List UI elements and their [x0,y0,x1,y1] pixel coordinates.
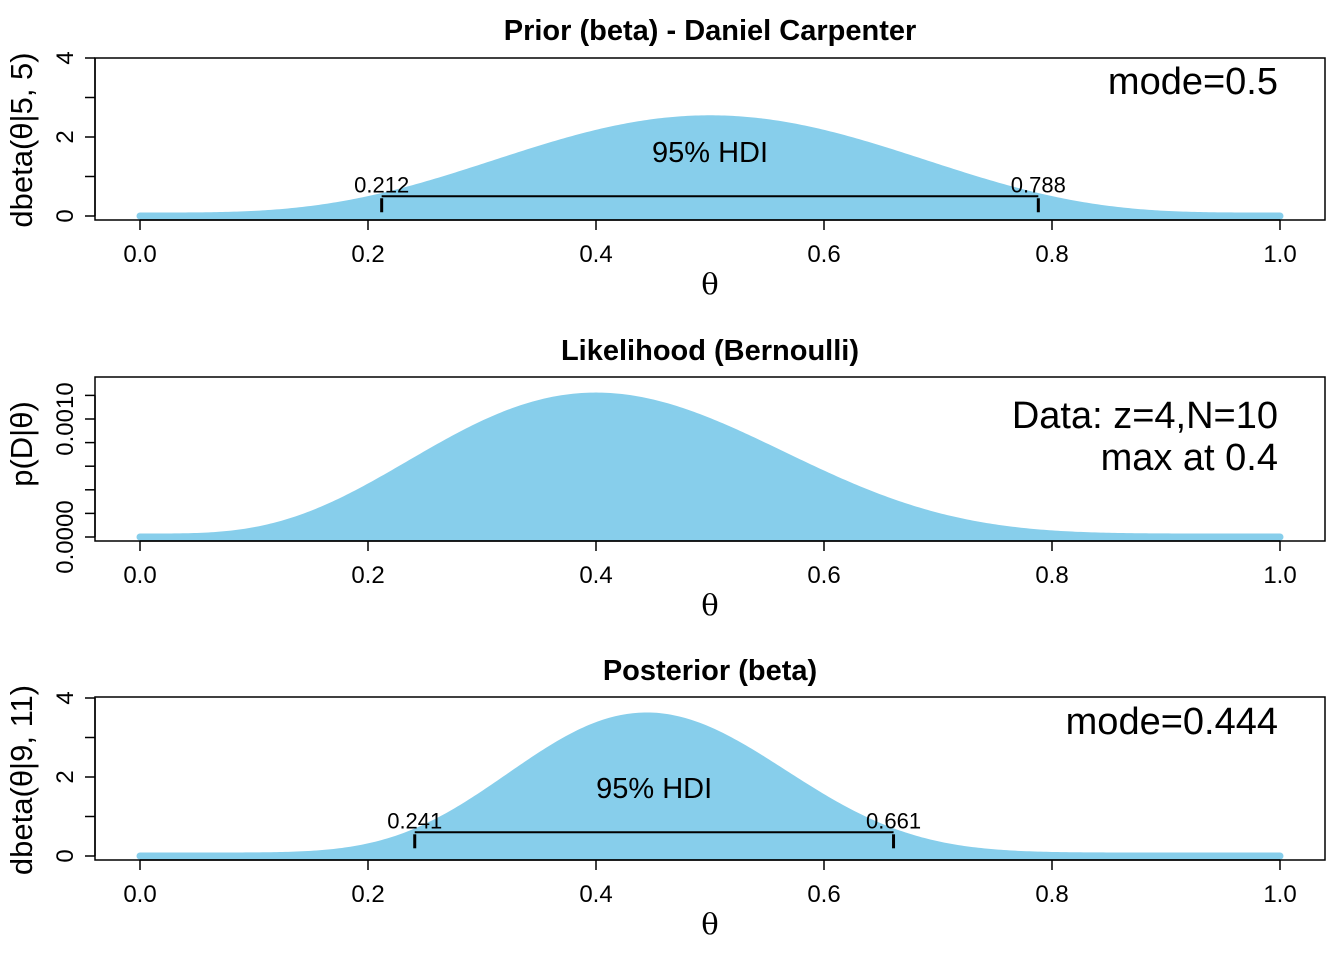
y-axis-label: dbeta(θ|5, 5) [4,52,39,227]
x-axis-label: θ [701,267,718,301]
x-tick-label: 1.0 [1263,562,1296,589]
x-axis-label: θ [701,907,718,941]
x-tick-label: 1.0 [1263,881,1296,908]
y-tick-label: 0 [52,209,79,222]
x-tick-label: 0.6 [807,241,840,268]
hdi-high-label: 0.661 [866,808,921,833]
panel-title: Posterior (beta) [603,655,817,687]
annotation: Data: z=4,N=10 [1012,395,1278,437]
panel-2: Posterior (beta) 0.0 0.2 0.4 0.6 0.8 1.0 θ 0 2 4 db… [4,655,1326,941]
y-tick-label: 2 [52,130,79,143]
x-tick-label: 0.0 [123,881,156,908]
panel-title: Prior (beta) - Daniel Carpenter [504,15,917,47]
y-tick-label: 4 [52,691,79,704]
x-tick-label: 0.0 [123,241,156,268]
x-tick-label: 0.8 [1035,241,1068,268]
x-tick-label: 0.4 [579,241,612,268]
x-tick-label: 1.0 [1263,241,1296,268]
hdi-high-label: 0.788 [1011,172,1066,197]
x-tick-label: 0.4 [579,881,612,908]
y-tick-label: 0.0010 [52,382,79,455]
x-tick-label: 0.0 [123,562,156,589]
x-tick-label: 0.2 [351,562,384,589]
y-tick-label: 2 [52,770,79,783]
x-tick-label: 0.6 [807,562,840,589]
y-axis-label: p(D|θ) [4,401,39,487]
hdi-low-label: 0.212 [354,172,409,197]
hdi-label: 95% HDI [596,773,712,805]
x-tick-label: 0.4 [579,562,612,589]
hdi-low-label: 0.241 [387,808,442,833]
x-tick-label: 0.2 [351,241,384,268]
annotation: max at 0.4 [1101,437,1278,479]
y-axis-label: dbeta(θ|9, 11) [4,685,39,875]
annotation: mode=0.5 [1108,61,1278,103]
panel-0: Prior (beta) - Daniel Carpenter 0.0 0.2 0.4… [4,15,1326,301]
density-area [136,115,1284,220]
hdi-label: 95% HDI [652,137,768,169]
y-tick-label: 4 [52,51,79,64]
density-area [136,712,1284,860]
density-area [136,392,1284,541]
panel-title: Likelihood (Bernoulli) [561,335,859,367]
x-tick-label: 0.6 [807,881,840,908]
y-tick-label: 0.0000 [52,500,79,573]
x-tick-label: 0.8 [1035,881,1068,908]
x-tick-label: 0.2 [351,881,384,908]
y-tick-label: 0 [52,849,79,862]
annotation: mode=0.444 [1066,701,1278,743]
x-tick-label: 0.8 [1035,562,1068,589]
panel-1: Likelihood (Bernoulli) 0.0 0.2 0.4 0.6 0.8 1.0… [4,335,1326,622]
x-axis-label: θ [701,588,718,622]
